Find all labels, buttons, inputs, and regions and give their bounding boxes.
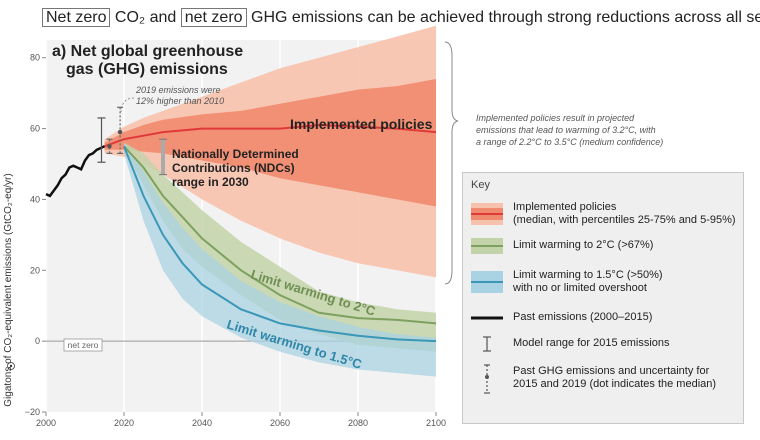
x-tick-label-2100: 2100 <box>426 418 446 428</box>
y-tick-label-40: 40 <box>30 194 40 204</box>
x-tick-label-2080: 2080 <box>348 418 368 428</box>
net-zero-ghg-box: net zero <box>180 8 247 27</box>
panel-title-line2: gas (GHG) emissions <box>66 61 228 78</box>
y-tick-label-0: 0 <box>35 336 40 346</box>
brace-note-line2: emissions that lead to warming of 3.2°C,… <box>476 125 656 135</box>
bands-layer <box>104 25 436 377</box>
lines-layer <box>45 123 437 343</box>
legend-text-model-range: Model range for 2015 emissions <box>513 337 670 349</box>
annotation-2019-leader <box>120 97 135 113</box>
past-emissions-line <box>45 145 106 198</box>
y-axis-label-marker <box>7 362 15 370</box>
implemented-band-25-75 <box>104 79 436 207</box>
annotation-2019-line1: 2019 emissions were <box>135 85 221 95</box>
legend-text-implemented: Implemented policies (median, with perce… <box>513 201 741 227</box>
headline-rest: GHG emissions can be achieved through st… <box>251 9 760 26</box>
x-tick-label-2020: 2020 <box>114 418 134 428</box>
y-axis-label-marker-dot <box>9 364 13 368</box>
y-tick-label--20: −20 <box>25 407 40 417</box>
legend-item-2c: Limit warming to 2°C (>67%) <box>471 238 739 259</box>
legend-item-past: Past emissions (2000–2015) <box>471 311 739 327</box>
legend-text-1-5c-2: with no or limited overshoot <box>513 282 647 294</box>
brace-note-line3: a range of 2.2°C to 3.5°C (medium confid… <box>476 137 664 147</box>
legend-item-past-ghg: Past GHG emissions and uncertainty for 2… <box>471 364 741 399</box>
limit-1-5c-band <box>124 142 436 377</box>
legend-swatch-model-range <box>483 336 491 352</box>
headline: Net zero CO₂ and net zero GHG emissions … <box>42 8 760 27</box>
legend-text-past-ghg: Past GHG emissions and uncertainty for 2… <box>513 365 741 391</box>
legend-text-implemented-2: (median, with percentiles 25-75% and 5-9… <box>513 214 736 226</box>
legend-swatch-past <box>471 316 503 320</box>
y-axis-label: Gigatons of CO₂-equivalent emissions (Gt… <box>3 173 14 406</box>
ndc-label-line2: Contributions (NDCs) <box>172 161 295 175</box>
x-tick-label-2000: 2000 <box>36 418 56 428</box>
y-tick-label-60: 60 <box>30 124 40 134</box>
panel-title-line1: a) Net global greenhouse <box>52 43 243 60</box>
legend-text-past: Past emissions (2000–2015) <box>513 311 653 323</box>
net-zero-label: net zero <box>68 340 99 350</box>
legend-text-implemented-1: Implemented policies <box>513 201 617 213</box>
legend-text-2c: Limit warming to 2°C (>67%) <box>513 239 654 251</box>
legend-swatch-implemented <box>471 203 503 225</box>
past-ghg-2015-median <box>107 144 112 149</box>
range-brace <box>444 41 459 285</box>
net-zero-badge <box>63 338 103 352</box>
legend-text-1-5c: Limit warming to 1.5°C (>50%) with no or… <box>513 269 741 295</box>
annotation-2019-line2: 12% higher than 2010 <box>136 96 224 106</box>
legend-swatch-past-ghg <box>484 364 490 394</box>
x-tick-label-2040: 2040 <box>192 418 212 428</box>
legend-title: Key <box>471 179 490 191</box>
legend-swatch-2c <box>471 238 503 254</box>
legend-text-1-5c-1: Limit warming to 1.5°C (>50%) <box>513 269 663 281</box>
legend-item-1-5c: Limit warming to 1.5°C (>50%) with no or… <box>471 269 739 299</box>
legend-key: Key Implemented policies (median, with p… <box>462 172 744 424</box>
legend-swatch-1-5c <box>471 271 503 293</box>
ndc-label-line1: Nationally Determined <box>172 147 299 161</box>
markers-layer <box>97 106 167 176</box>
ndc-label-line3: range in 2030 <box>172 175 249 189</box>
legend-item-implemented: Implemented policies (median, with perce… <box>471 201 739 231</box>
legend-text-past-ghg-2: 2015 and 2019 (dot indicates the median) <box>513 378 717 390</box>
y-tick-label-20: 20 <box>30 265 40 275</box>
brace-note-line1: Implemented policies result in projected <box>476 113 635 123</box>
x-tick-label-2060: 2060 <box>270 418 290 428</box>
ndc-2030-range <box>161 139 165 175</box>
past-ghg-2019-median <box>117 129 123 135</box>
limit-1-5c-median-line <box>123 145 437 343</box>
headline-co2: CO₂ and <box>114 9 177 26</box>
implemented-policies-label: Implemented policies <box>290 116 433 132</box>
brace-note: Implemented policies result in projected… <box>476 112 746 148</box>
y-tick-label-80: 80 <box>30 53 40 63</box>
legend-text-past-ghg-1: Past GHG emissions and uncertainty for <box>513 365 710 377</box>
limit-2c-median-line <box>123 145 437 325</box>
legend-item-model-range: Model range for 2015 emissions <box>471 336 739 355</box>
implemented-median-line <box>104 123 437 148</box>
net-zero-co2-box: Net zero <box>42 8 111 27</box>
